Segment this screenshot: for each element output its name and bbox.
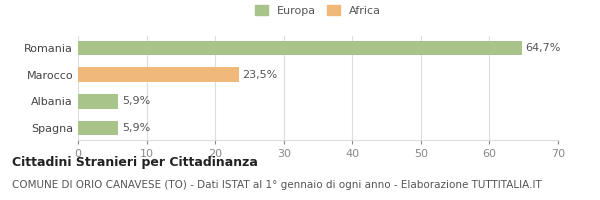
Bar bbox=[78, 41, 521, 55]
Bar bbox=[78, 94, 118, 109]
Bar bbox=[78, 121, 118, 135]
Text: 23,5%: 23,5% bbox=[242, 70, 278, 80]
Legend: Europa, Africa: Europa, Africa bbox=[251, 2, 385, 19]
Text: 64,7%: 64,7% bbox=[525, 43, 560, 53]
Text: COMUNE DI ORIO CANAVESE (TO) - Dati ISTAT al 1° gennaio di ogni anno - Elaborazi: COMUNE DI ORIO CANAVESE (TO) - Dati ISTA… bbox=[12, 180, 542, 190]
Text: 5,9%: 5,9% bbox=[122, 96, 150, 106]
Bar bbox=[78, 67, 239, 82]
Text: Cittadini Stranieri per Cittadinanza: Cittadini Stranieri per Cittadinanza bbox=[12, 156, 258, 169]
Text: 5,9%: 5,9% bbox=[122, 123, 150, 133]
